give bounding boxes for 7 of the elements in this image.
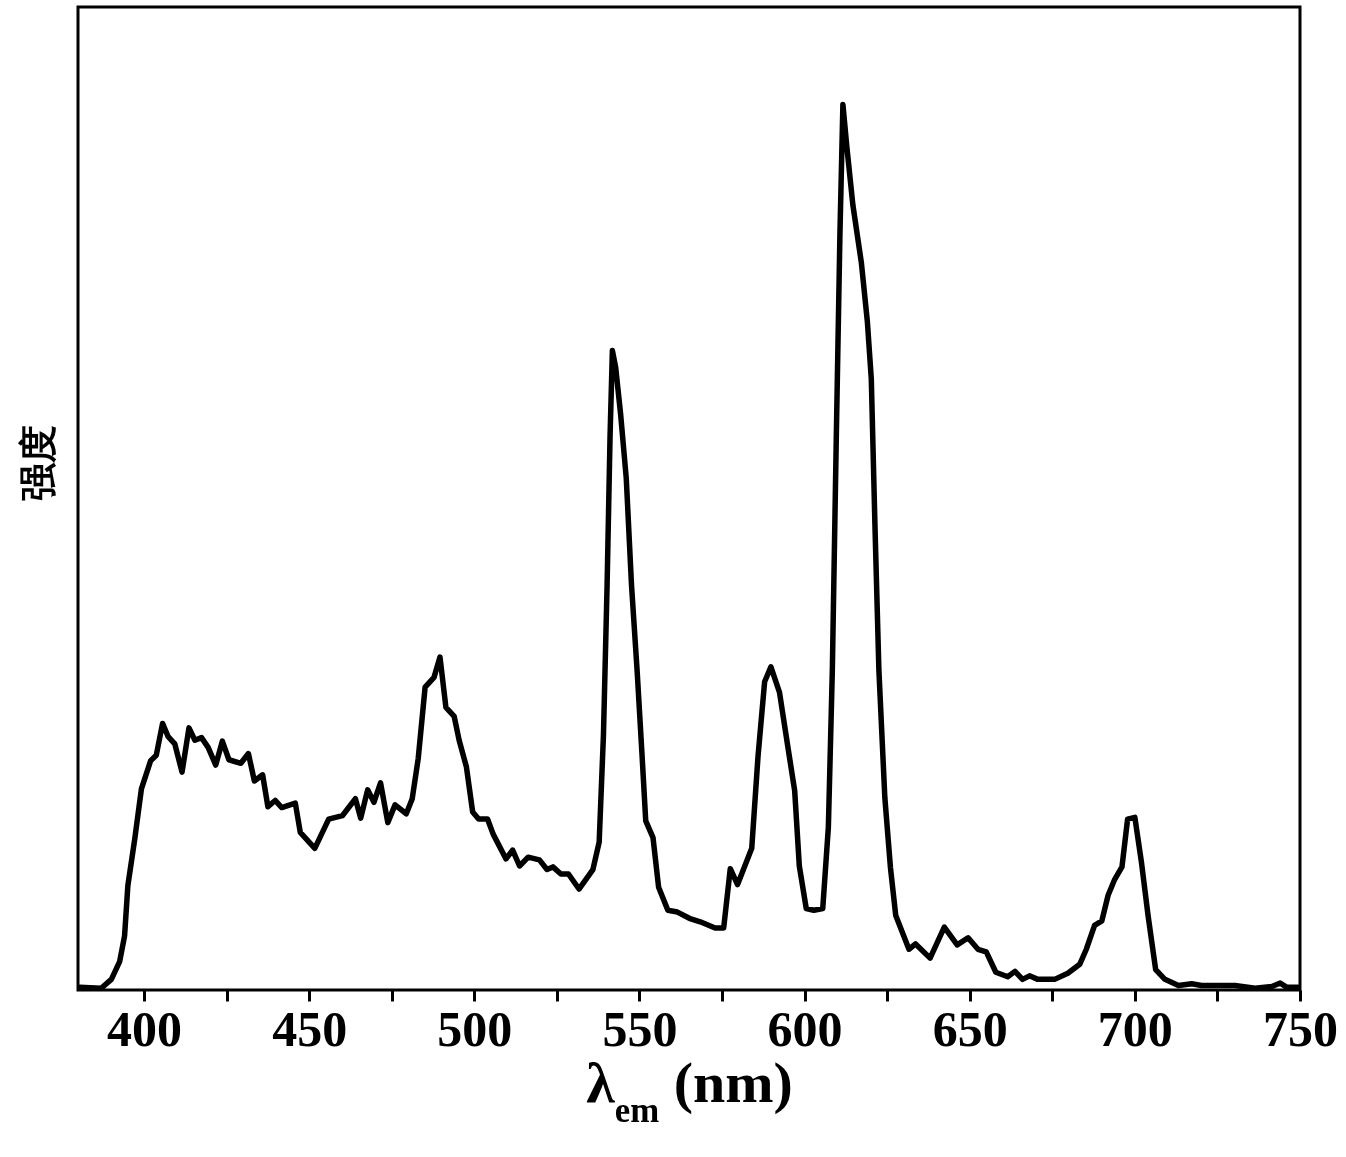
x-tick-label: 500 (437, 1000, 513, 1057)
x-tick-label: 450 (272, 1000, 348, 1057)
x-tick-label: 400 (107, 1000, 183, 1057)
x-tick-label: 700 (1097, 1000, 1173, 1057)
x-tick-label: 750 (1263, 1000, 1338, 1057)
x-tick-label: 650 (932, 1000, 1008, 1057)
y-axis-title: 强度 (15, 424, 60, 501)
